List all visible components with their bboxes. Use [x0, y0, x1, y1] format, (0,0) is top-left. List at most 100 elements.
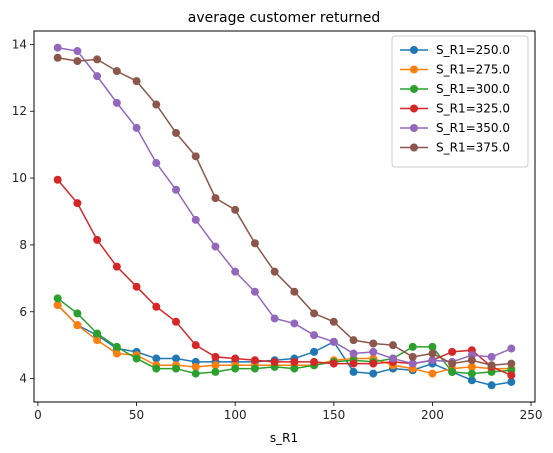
x-axis-label: s_R1	[270, 431, 298, 445]
data-point	[488, 381, 496, 389]
data-point	[54, 294, 62, 302]
data-point	[310, 358, 318, 366]
data-point	[152, 303, 160, 311]
data-point	[271, 268, 279, 276]
data-point	[93, 55, 101, 63]
data-point	[350, 350, 358, 358]
legend-label: S_R1=325.0	[436, 102, 510, 116]
data-point	[310, 309, 318, 317]
data-point	[330, 360, 338, 368]
legend-marker	[410, 46, 418, 54]
legend-label: S_R1=375.0	[436, 141, 510, 155]
legend-marker	[410, 66, 418, 74]
data-point	[330, 318, 338, 326]
data-point	[73, 57, 81, 65]
legend-marker	[410, 105, 418, 113]
data-point	[350, 360, 358, 368]
legend: S_R1=250.0 S_R1=275.0 S_R1=300.0 S_R1=325.0…	[392, 36, 528, 167]
data-point	[172, 186, 180, 194]
x-tick-label: 50	[129, 408, 144, 422]
data-point	[73, 47, 81, 55]
data-point	[271, 358, 279, 366]
data-point	[231, 206, 239, 214]
data-point	[290, 358, 298, 366]
data-point	[113, 343, 121, 351]
legend-marker	[410, 144, 418, 152]
data-point	[389, 341, 397, 349]
data-point	[448, 348, 456, 356]
data-point	[133, 283, 141, 291]
legend-marker	[410, 124, 418, 132]
data-point	[73, 199, 81, 207]
x-tick-label: 250	[520, 408, 543, 422]
data-point	[507, 371, 515, 379]
data-point	[152, 365, 160, 373]
data-point	[93, 236, 101, 244]
data-point	[507, 360, 515, 368]
legend-marker	[410, 85, 418, 93]
data-point	[172, 318, 180, 326]
x-tick-label: 100	[224, 408, 247, 422]
data-point	[192, 152, 200, 160]
data-point	[231, 365, 239, 373]
legend-label: S_R1=300.0	[436, 82, 510, 96]
data-point	[192, 341, 200, 349]
data-point	[488, 353, 496, 361]
data-point	[350, 368, 358, 376]
data-point	[73, 309, 81, 317]
data-point	[172, 129, 180, 137]
data-point	[93, 329, 101, 337]
data-point	[448, 360, 456, 368]
data-point	[350, 336, 358, 344]
data-point	[54, 176, 62, 184]
chart-title: average customer returned	[188, 10, 380, 26]
y-tick-label: 12	[12, 104, 27, 118]
data-point	[211, 353, 219, 361]
y-tick-label: 10	[12, 171, 27, 185]
data-point	[231, 355, 239, 363]
data-point	[369, 360, 377, 368]
series-line	[58, 305, 512, 385]
data-point	[251, 356, 259, 364]
legend-label: S_R1=275.0	[436, 63, 510, 77]
data-point	[152, 159, 160, 167]
x-axis: 0 50 100 150 200 250	[34, 402, 542, 422]
data-point	[468, 356, 476, 364]
data-point	[369, 370, 377, 378]
data-point	[54, 44, 62, 52]
data-point	[468, 370, 476, 378]
y-tick-label: 4	[19, 372, 27, 386]
data-point	[389, 355, 397, 363]
series-3	[54, 176, 516, 380]
data-point	[330, 338, 338, 346]
data-point	[93, 72, 101, 80]
data-point	[488, 361, 496, 369]
data-point	[54, 54, 62, 62]
data-point	[73, 321, 81, 329]
x-tick-label: 0	[34, 408, 42, 422]
data-point	[133, 77, 141, 85]
data-point	[133, 355, 141, 363]
y-tick-label: 8	[19, 238, 27, 252]
data-point	[428, 370, 436, 378]
data-point	[152, 101, 160, 109]
data-point	[211, 368, 219, 376]
data-point	[251, 365, 259, 373]
data-point	[113, 263, 121, 271]
series-0	[54, 301, 516, 389]
data-point	[211, 243, 219, 251]
data-point	[192, 370, 200, 378]
data-point	[231, 268, 239, 276]
x-tick-label: 200	[421, 408, 444, 422]
data-point	[507, 345, 515, 353]
y-tick-label: 14	[12, 37, 27, 51]
data-point	[409, 343, 417, 351]
data-point	[448, 368, 456, 376]
data-point	[211, 194, 219, 202]
data-point	[172, 365, 180, 373]
data-point	[369, 340, 377, 348]
series-line	[58, 180, 512, 376]
data-point	[290, 288, 298, 296]
data-point	[133, 124, 141, 132]
